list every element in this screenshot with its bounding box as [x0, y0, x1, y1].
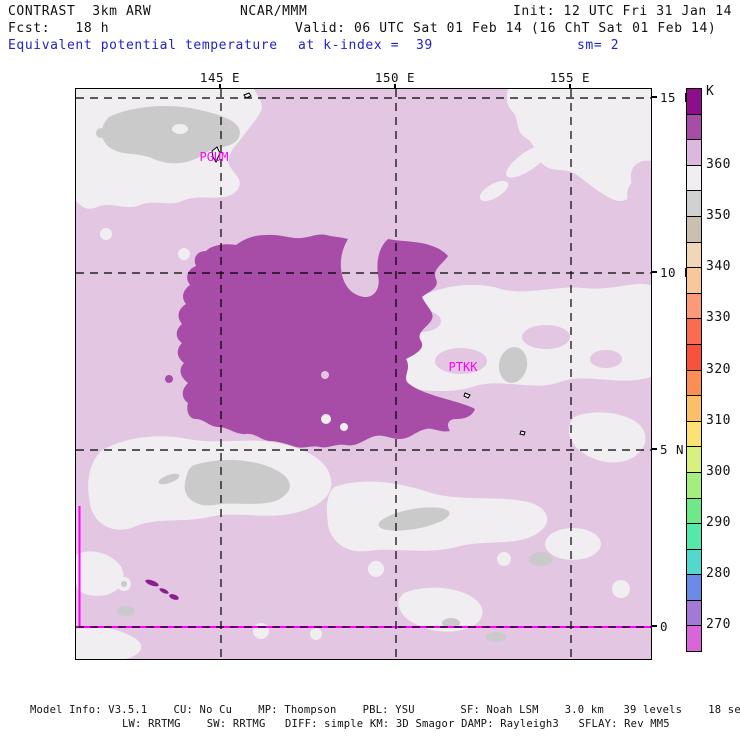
colorbar-segment-340-345 — [687, 241, 701, 268]
colorbar-segment-355-360 — [687, 164, 701, 191]
colorbar-segment-345-350 — [687, 215, 701, 242]
colorbar-segment-275-280 — [687, 574, 701, 600]
colorbar-segment-320-325 — [687, 343, 701, 370]
colorbar-tick-270: 270 — [706, 617, 731, 632]
model-info-line2: LW: RRTMG SW: RRTMG DIFF: simple KM: 3D … — [122, 718, 670, 730]
island-outlines — [211, 92, 526, 436]
map-frame: PGUM PTKK — [75, 88, 652, 660]
colorbar — [686, 88, 702, 652]
colorbar-segment-265-270 — [687, 625, 701, 652]
init-time: Init: 12 UTC Fri 31 Jan 14 — [513, 4, 733, 19]
y-tick-label-0: 0 — [660, 619, 669, 634]
colorbar-segment-350-355 — [687, 190, 701, 216]
colorbar-tick-320: 320 — [706, 362, 731, 377]
colorbar-tick-330: 330 — [706, 310, 731, 325]
small-island-5n — [519, 430, 526, 436]
colorbar-segment-300-305 — [687, 446, 701, 472]
field-name: Equivalent potential temperature — [8, 38, 278, 53]
colorbar-unit-label: K — [706, 84, 715, 99]
x-tick-label-145e: 145 E — [199, 70, 241, 85]
x-tick-label-155e: 155 E — [549, 70, 591, 85]
model-title: CONTRAST 3km ARW — [8, 4, 152, 19]
colorbar-tick-310: 310 — [706, 413, 731, 428]
colorbar-tick-340: 340 — [706, 259, 731, 274]
station-label-ptkk: PTKK — [449, 360, 479, 374]
colorbar-segment-285-290 — [687, 523, 701, 549]
y-axis-tick — [651, 271, 657, 273]
colorbar-tick-300: 300 — [706, 464, 731, 479]
y-axis-tick — [651, 448, 657, 450]
level-label: at k-index = 39 — [298, 38, 433, 53]
theta-e-365-370-region — [165, 234, 475, 448]
island-specks-purple — [145, 579, 179, 600]
colorbar-segment-305-310 — [687, 420, 701, 447]
colorbar-segment-370-375 — [687, 89, 701, 114]
center-name: NCAR/MMM — [240, 4, 308, 19]
x-axis-tick — [569, 84, 571, 91]
colorbar-tick-350: 350 — [706, 208, 731, 223]
colorbar-tick-280: 280 — [706, 566, 731, 581]
theta-e-field-map: PGUM PTKK — [76, 89, 651, 659]
colorbar-segment-295-300 — [687, 471, 701, 498]
guam-island-outline — [211, 146, 221, 164]
colorbar-tick-290: 290 — [706, 515, 731, 530]
colorbar-segment-365-370 — [687, 113, 701, 140]
colorbar-segment-280-285 — [687, 548, 701, 575]
station-label-pgum: PGUM — [200, 150, 229, 164]
gray-patch-hole — [172, 124, 188, 134]
y-axis-tick — [651, 96, 657, 98]
colorbar-segment-360-365 — [687, 139, 701, 165]
station-labels: PGUM PTKK — [200, 150, 479, 374]
colorbar-tick-360: 360 — [706, 157, 731, 172]
theta-e-core-holes — [321, 371, 348, 431]
y-axis-tick — [651, 625, 657, 627]
small-island-15n — [243, 92, 252, 99]
colorbar-segment-330-335 — [687, 292, 701, 319]
colorbar-segment-325-330 — [687, 318, 701, 344]
colorbar-segment-290-295 — [687, 497, 701, 524]
valid-time: Valid: 06 UTC Sat 01 Feb 14 (16 ChT Sat … — [295, 21, 717, 36]
forecast-hour: Fcst: 18 h — [8, 21, 110, 36]
model-info-line1: Model Info: V3.5.1 CU: No Cu MP: Thompso… — [30, 704, 740, 716]
x-axis-tick — [394, 84, 396, 91]
colorbar-segment-310-315 — [687, 395, 701, 421]
latlon-grid — [76, 89, 651, 659]
chuuk-island-outline — [463, 392, 471, 399]
x-tick-label-150e: 150 E — [374, 70, 416, 85]
colorbar-segment-270-275 — [687, 599, 701, 626]
colorbar-segment-315-320 — [687, 369, 701, 396]
smoothing-label: sm= 2 — [577, 38, 620, 53]
colorbar-segment-335-340 — [687, 267, 701, 293]
x-axis-tick — [219, 84, 221, 91]
y-tick-label-5n: 5 N — [660, 442, 685, 457]
